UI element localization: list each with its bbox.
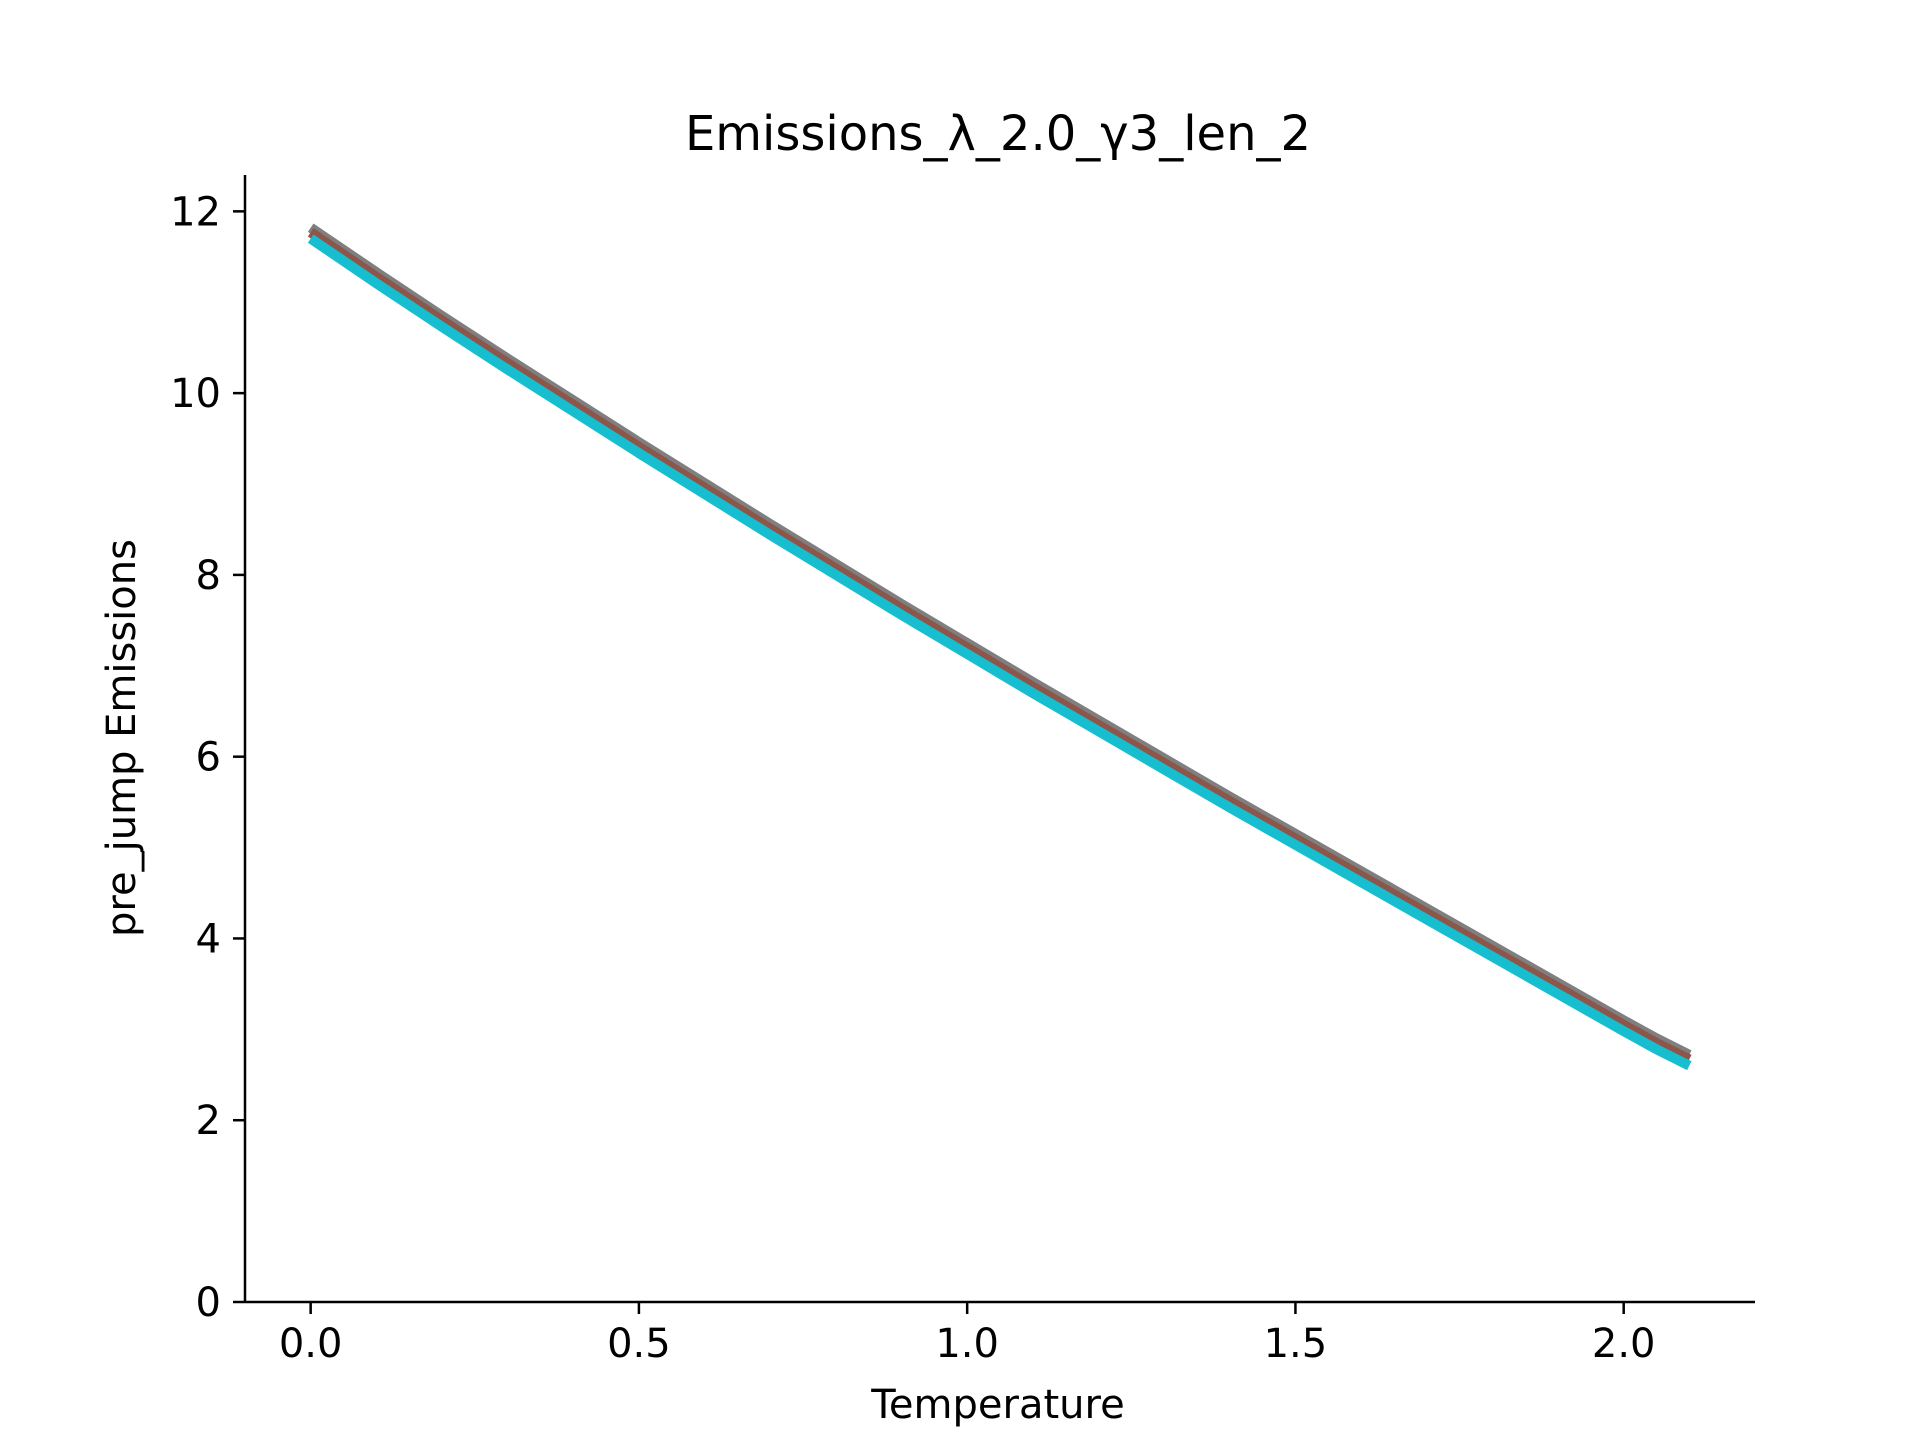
series-line-1 <box>307 228 1692 1064</box>
chart-title: Emissions_λ_2.0_γ3_len_2 <box>685 106 1311 162</box>
y-tick-label: 10 <box>170 371 221 417</box>
y-tick-label: 4 <box>196 916 221 962</box>
plot-lines <box>307 223 1692 1071</box>
y-tick-label: 0 <box>196 1280 221 1326</box>
series-line-2 <box>307 234 1692 1071</box>
y-axis-title: pre_jump Emissions <box>99 539 145 937</box>
x-tick-label: 0.0 <box>279 1321 343 1367</box>
x-tick-label: 0.5 <box>607 1321 671 1367</box>
y-ticks: 0 2 4 6 8 10 12 <box>170 189 245 1326</box>
y-tick-label: 12 <box>170 189 221 235</box>
x-tick-label: 1.5 <box>1264 1321 1328 1367</box>
x-tick-label: 1.0 <box>935 1321 999 1367</box>
y-tick-label: 6 <box>196 735 221 781</box>
x-tick-label: 2.0 <box>1592 1321 1656 1367</box>
y-tick-label: 8 <box>196 553 221 599</box>
x-axis-title: Temperature <box>870 1382 1124 1428</box>
y-tick-label: 2 <box>196 1098 221 1144</box>
x-ticks: 0.0 0.5 1.0 1.5 2.0 <box>279 1302 1656 1367</box>
